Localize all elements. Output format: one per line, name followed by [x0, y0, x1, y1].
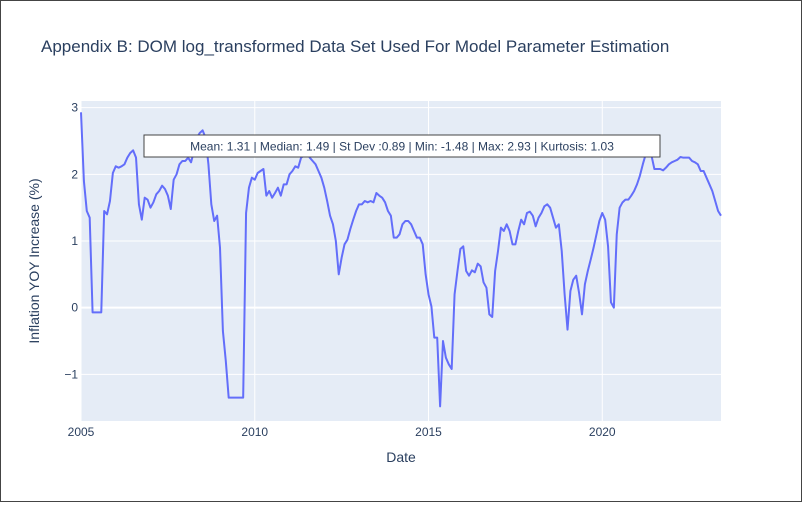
y-tick-label: 1 — [71, 234, 78, 248]
x-tick-label: 2015 — [415, 425, 442, 439]
y-axis-title: Inflation YOY Increase (%) — [26, 178, 42, 343]
stats-annotation-box — [143, 134, 661, 158]
x-tick-label: 2005 — [68, 425, 95, 439]
y-tick-labels: 3 2 1 0 −1 — [64, 101, 78, 382]
x-tick-label: 2010 — [241, 425, 268, 439]
x-tick-label: 2020 — [589, 425, 616, 439]
y-tick-label: 0 — [71, 301, 78, 315]
chart-title: Appendix B: DOM log_transformed Data Set… — [41, 37, 669, 56]
stats-annotation: Mean: 1.31 | Median: 1.49 | St Dev :0.89… — [143, 134, 661, 158]
stats-annotation-text: Mean: 1.31 | Median: 1.49 | St Dev :0.89… — [190, 140, 614, 154]
y-tick-label: 3 — [71, 101, 78, 115]
x-axis-title: Date — [386, 449, 416, 465]
x-tick-labels: 2005 2010 2015 2020 — [68, 425, 616, 439]
inflation-series-line — [80, 112, 722, 408]
y-tick-label: 2 — [71, 167, 78, 181]
y-tick-label: −1 — [64, 367, 78, 381]
